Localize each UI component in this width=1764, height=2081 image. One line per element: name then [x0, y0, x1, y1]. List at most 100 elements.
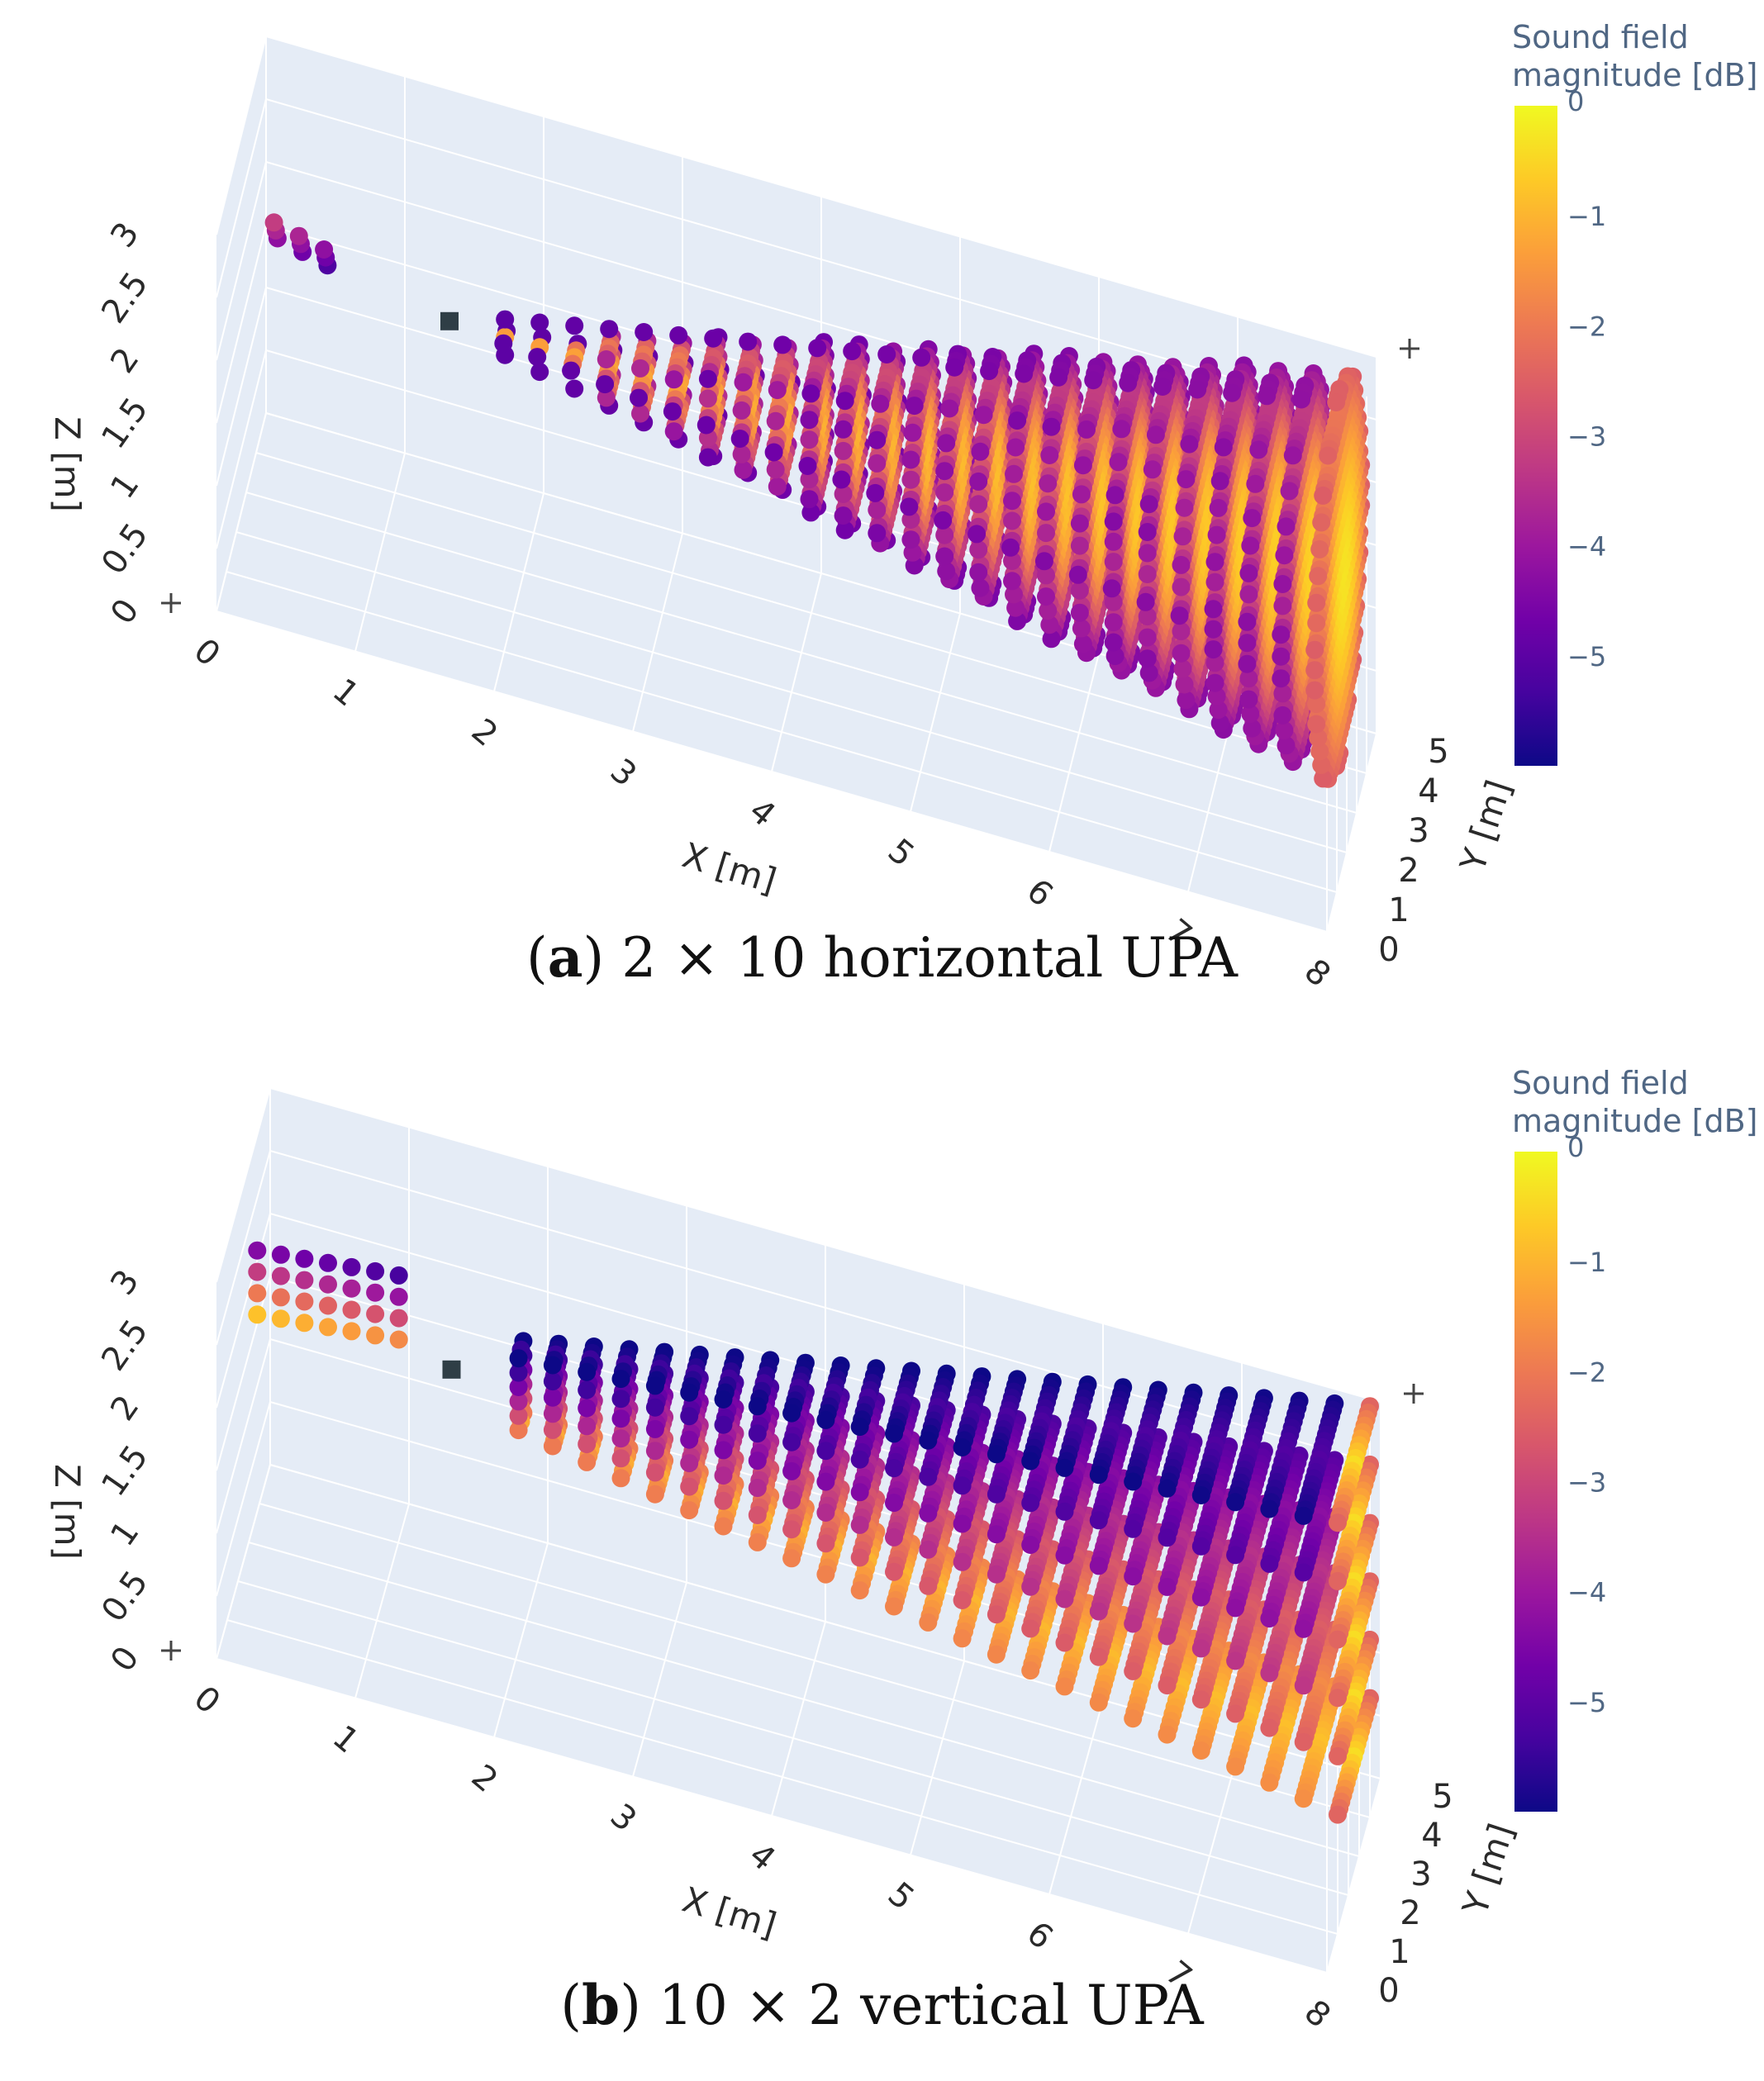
z-tick-label: 3 [103, 216, 146, 254]
array-marker [440, 312, 459, 330]
scatter-point [715, 1416, 733, 1434]
scatter-point [816, 1442, 834, 1460]
scatter-point [945, 359, 963, 377]
scatter-point [765, 444, 783, 462]
scatter-point [680, 1478, 698, 1496]
scatter-point [934, 511, 952, 530]
scatter-point [851, 1549, 869, 1567]
scatter-point [612, 1429, 630, 1447]
scatter-point [816, 1534, 834, 1552]
scatter-point [1327, 393, 1345, 411]
scatter-point [1056, 1590, 1074, 1608]
scatter-point [1272, 669, 1290, 687]
scatter-point [851, 1451, 869, 1469]
scatter-point [248, 1305, 266, 1323]
z-tick-label: 2.5 [94, 265, 155, 330]
x-tick-label: 4 [742, 791, 782, 834]
scatter-point [663, 402, 682, 420]
scatter-point [1210, 499, 1228, 517]
x-tick-label: 1 [326, 672, 366, 715]
scatter-point [816, 1504, 834, 1522]
scatter-point [749, 1506, 767, 1524]
scatter-point [1021, 1536, 1039, 1554]
scatter-point [1105, 634, 1123, 652]
scatter-point [565, 316, 583, 335]
scatter-point [801, 490, 819, 508]
y-tick-label: 2 [1398, 852, 1419, 890]
scatter-point [1305, 682, 1324, 700]
scatter-point [851, 1581, 869, 1599]
scatter-point [935, 462, 953, 480]
scatter-point [1144, 460, 1162, 478]
scatter-point [1043, 418, 1061, 436]
scatter-point [366, 1262, 384, 1280]
scatter-point [1090, 1694, 1108, 1712]
scatter-point [969, 495, 987, 513]
scatter-point [1105, 613, 1123, 631]
scatter-point [735, 461, 753, 479]
scatter-point [1310, 540, 1329, 558]
scatter-point [901, 451, 920, 469]
scatter-point [1049, 368, 1067, 387]
scatter-point [343, 1258, 361, 1276]
scatter-point [1112, 420, 1130, 438]
scatter-point [715, 1466, 733, 1485]
scatter-point [816, 1566, 834, 1584]
scatter-point [631, 405, 649, 423]
scatter-point [1180, 435, 1198, 454]
scatter-point [1205, 640, 1223, 658]
scatter-point [1177, 691, 1195, 709]
scatter-point [1006, 439, 1025, 457]
colorbar-title-line2: magnitude [dB] [1512, 57, 1757, 93]
scatter-point [1139, 629, 1157, 647]
scatter-point [680, 1501, 698, 1519]
x-axis-title: X [m] [678, 834, 781, 901]
scatter-point [578, 1363, 596, 1381]
scatter-point [1037, 587, 1055, 606]
scatter-point [669, 326, 687, 344]
scatter-point [1021, 1578, 1039, 1596]
scatter-point [919, 1504, 937, 1523]
scatter-point [901, 530, 920, 549]
scatter-point [319, 1318, 337, 1336]
scatter-point [782, 1404, 801, 1423]
scatter-point [646, 1442, 664, 1460]
scatter-point [1021, 1494, 1039, 1512]
scatter-point [1003, 512, 1021, 530]
scatter-point [808, 339, 826, 357]
scatter-point [1015, 365, 1033, 383]
scatter-point [1307, 614, 1325, 632]
scatter-point [272, 1309, 290, 1328]
scatter-point [390, 1288, 408, 1306]
scatter-point [1005, 465, 1023, 483]
colorbar-tick-label: −5 [1567, 641, 1606, 672]
scatter-point [801, 430, 819, 449]
scatter-point [1238, 613, 1256, 631]
scatter-point [987, 1525, 1006, 1543]
scatter-point [635, 323, 653, 341]
scatter-point [969, 540, 987, 558]
scatter-point [715, 1441, 733, 1459]
scatter-point [565, 380, 583, 398]
scatter-point [919, 1613, 937, 1632]
scatter-point [782, 1549, 801, 1567]
scatter-point [528, 348, 546, 366]
scatter-point [295, 1314, 313, 1332]
scatter-point [1071, 582, 1089, 600]
corner-marker [1400, 339, 1419, 359]
scatter-point [1001, 539, 1020, 557]
scatter-point [646, 1420, 664, 1438]
y-tick-label: 3 [1408, 812, 1429, 850]
y-tick-label: 5 [1428, 733, 1448, 771]
scatter-point [1281, 482, 1299, 500]
z-tick-label: 2 [103, 341, 146, 380]
scatter-point [871, 395, 889, 413]
scatter-point [969, 563, 987, 582]
scatter-point [612, 1370, 630, 1388]
scatter-point [544, 1389, 562, 1407]
colorbar-tick-label: −2 [1567, 311, 1606, 342]
scatter-point [530, 314, 549, 332]
scatter-point [1119, 374, 1137, 392]
scatter-point [1206, 553, 1224, 571]
